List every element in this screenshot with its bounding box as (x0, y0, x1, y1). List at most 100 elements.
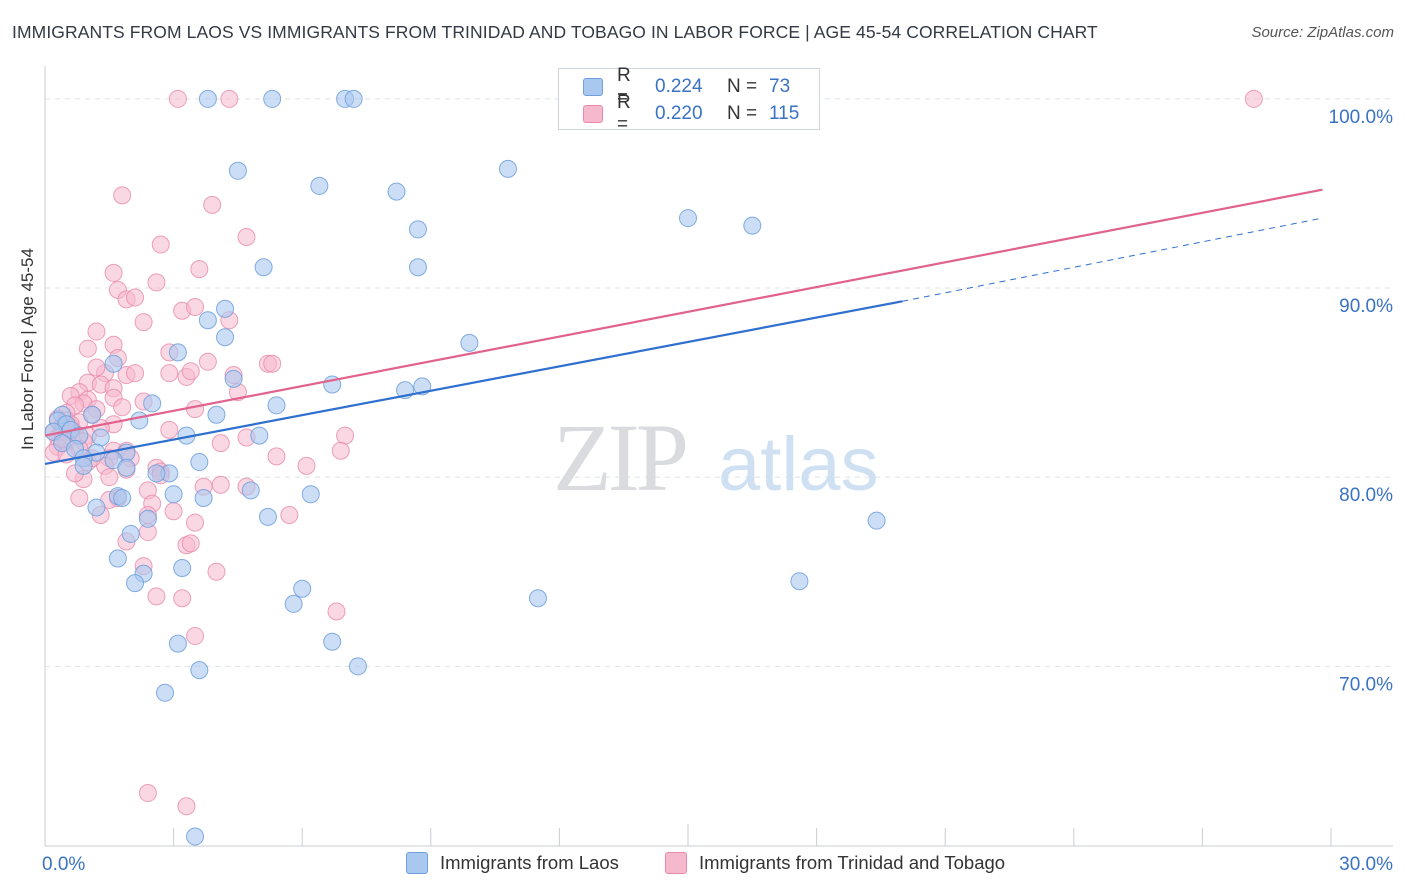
laos-point (867, 511, 886, 530)
laos-point (408, 220, 427, 239)
trinidad-point (104, 263, 123, 282)
trinidad-point (173, 589, 192, 608)
laos-trend-line (44, 300, 903, 466)
watermark: ZIP atlas (553, 404, 879, 511)
trinidad-point (237, 227, 256, 246)
laos-point (194, 488, 213, 507)
trinidad-point (280, 506, 299, 525)
trinidad-point (263, 354, 282, 373)
r-value-trinidad: 0.220 (655, 103, 703, 124)
laos-point (267, 396, 286, 415)
trinidad-point (126, 364, 145, 383)
trinidad-point (207, 562, 226, 581)
laos-point (228, 161, 247, 180)
laos-point (83, 405, 102, 424)
laos-point (293, 579, 312, 598)
trinidad-point (267, 447, 286, 466)
trinidad-point (211, 434, 230, 453)
trinidad-point (87, 322, 106, 341)
x-tick-label: 30.0% (1339, 854, 1393, 875)
laos-point (126, 574, 145, 593)
laos-point (263, 89, 282, 108)
legend-item-trinidad[interactable]: Immigrants from Trinidad and Tobago (665, 852, 1005, 874)
trinidad-point (220, 89, 239, 108)
trinidad-point (186, 627, 205, 646)
laos-point (216, 299, 235, 318)
laos-point (790, 572, 809, 591)
laos-point (91, 428, 110, 447)
trinidad-point (331, 441, 350, 460)
trinidad-trend-line (44, 188, 1323, 437)
laos-point (207, 405, 226, 424)
trinidad-point (113, 398, 132, 417)
trinidad-point (177, 797, 196, 816)
laos-point (164, 485, 183, 504)
r-label: R = (617, 65, 631, 108)
tick-labels: 70.0% 80.0% 90.0% 100.0% 0.0% 30.0% (42, 107, 1393, 875)
trinidad-point (168, 89, 187, 108)
laos-point (113, 488, 132, 507)
laos-point (104, 354, 123, 373)
watermark-atlas: atlas (718, 422, 879, 507)
source-label: Source: ZipAtlas.com (1251, 24, 1394, 41)
y-tick-label: 70.0% (1339, 674, 1393, 695)
trinidad-point (87, 358, 106, 377)
n-label: N = (727, 76, 758, 97)
laos-point (387, 182, 406, 201)
trinidad-point (327, 602, 346, 621)
trinidad-point (211, 475, 230, 494)
laos-point (186, 827, 205, 846)
laos-point (216, 328, 235, 347)
series-legend: Immigrants from Laos Immigrants from Tri… (0, 852, 1406, 878)
laos-point (258, 507, 277, 526)
trinidad-point (181, 362, 200, 381)
laos-point (250, 426, 269, 445)
y-tick-label: 90.0% (1339, 296, 1393, 317)
laos-point (168, 634, 187, 653)
laos-point (74, 456, 93, 475)
trinidad-point (160, 420, 179, 439)
laos-trend-extension (902, 217, 1323, 302)
trinidad-point (100, 468, 119, 487)
laos-point (348, 657, 367, 676)
grid-lines (45, 98, 1393, 667)
n-value-laos: 73 (769, 76, 791, 97)
legend-row-trinidad: R = 0.220 N = 115 (583, 92, 800, 135)
trinidad-point (160, 364, 179, 383)
trend-lines (44, 188, 1323, 466)
laos-point (198, 311, 217, 330)
laos-point (190, 661, 209, 680)
laos-point (344, 89, 363, 108)
trinidad-point (164, 502, 183, 521)
laos-point (241, 481, 260, 500)
legend-item-laos[interactable]: Immigrants from Laos (406, 852, 619, 874)
trinidad-legend-icon (665, 852, 687, 874)
r-value-laos: 0.224 (655, 76, 703, 97)
trinidad-point (190, 260, 209, 279)
laos-swatch-icon (583, 78, 603, 96)
trinidad-point (78, 339, 97, 358)
laos-point (156, 683, 175, 702)
laos-point (408, 258, 427, 277)
laos-point (679, 209, 697, 228)
laos-point (147, 464, 166, 483)
laos-point (224, 369, 243, 388)
laos-point (460, 333, 479, 352)
laos-point (198, 89, 217, 108)
n-value-trinidad: 115 (769, 103, 800, 124)
series-laos-points (44, 89, 886, 846)
r-label: R = (617, 92, 631, 135)
laos-point (498, 159, 517, 178)
trinidad-point (186, 400, 205, 419)
laos-point (108, 549, 127, 568)
trinidad-point (147, 587, 166, 606)
y-tick-label: 80.0% (1339, 485, 1393, 506)
laos-point (168, 343, 187, 362)
x-tick-label: 0.0% (42, 854, 85, 875)
laos-point (121, 524, 140, 543)
laos-point (117, 458, 136, 477)
trinidad-point (126, 288, 145, 307)
legend-row-laos: R = 0.224 N = 73 (583, 65, 791, 108)
laos-point (143, 394, 162, 413)
